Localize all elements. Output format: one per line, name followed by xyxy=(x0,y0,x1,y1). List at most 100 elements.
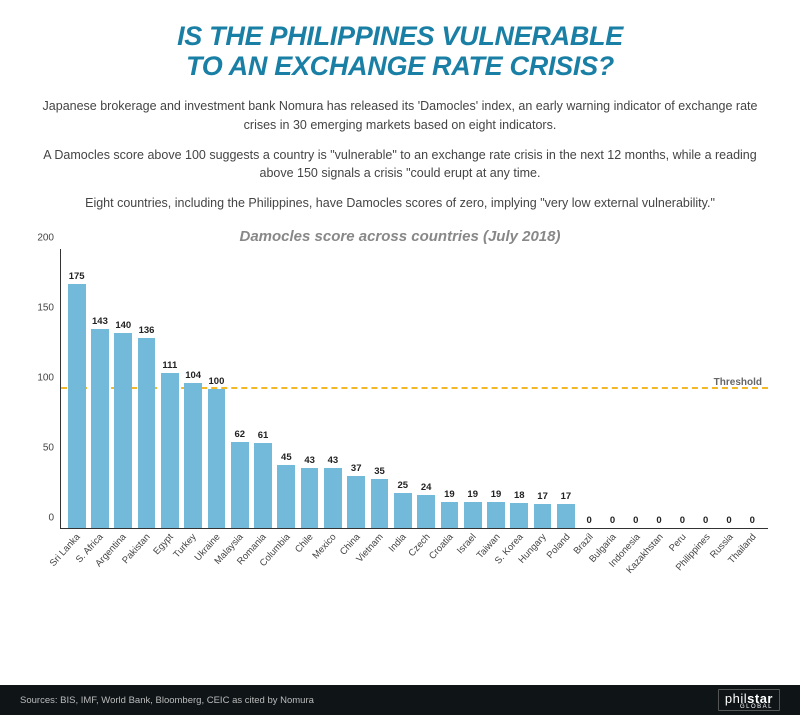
bar-value-label: 175 xyxy=(69,271,85,282)
plot-area: Threshold 175143140136111104100626145434… xyxy=(60,249,768,529)
bars-container: 175 143 140 136 111 104 100 62 61 45 43 43 37 35 25 24 1… xyxy=(61,249,768,528)
bar-slot: 17 xyxy=(531,249,554,528)
x-label-slot: Kazakhstan xyxy=(647,531,670,579)
x-label-slot: Poland xyxy=(554,531,577,579)
bar-value-label: 45 xyxy=(281,452,292,463)
bar-slot: 136 xyxy=(135,249,158,528)
bar-rect xyxy=(277,465,295,528)
bar-slot: 0 xyxy=(647,249,670,528)
bar-value-label: 143 xyxy=(92,316,108,327)
y-tick: 100 xyxy=(37,373,54,384)
bar-slot: 35 xyxy=(368,249,391,528)
bar-slot: 111 xyxy=(158,249,181,528)
bar-slot: 37 xyxy=(345,249,368,528)
bar-slot: 24 xyxy=(414,249,437,528)
bar-slot: 43 xyxy=(321,249,344,528)
bar-value-label: 19 xyxy=(467,489,478,500)
sources-text: Sources: BIS, IMF, World Bank, Bloomberg… xyxy=(20,695,314,706)
bar-slot: 18 xyxy=(508,249,531,528)
bar-value-label: 0 xyxy=(750,515,755,526)
bar-value-label: 100 xyxy=(209,376,225,387)
bar-value-label: 17 xyxy=(561,491,572,502)
y-tick: 150 xyxy=(37,303,54,314)
bar-rect xyxy=(161,373,179,528)
bar-value-label: 43 xyxy=(328,455,339,466)
bar-rect xyxy=(417,495,435,528)
bar-value-label: 18 xyxy=(514,490,525,501)
bar-rect xyxy=(371,479,389,528)
bar-slot: 0 xyxy=(694,249,717,528)
bar-value-label: 0 xyxy=(680,515,685,526)
bar-slot: 0 xyxy=(671,249,694,528)
x-label-slot: Croatia xyxy=(437,531,460,579)
y-tick: 0 xyxy=(48,513,54,524)
bar-value-label: 24 xyxy=(421,482,432,493)
bar-slot: 140 xyxy=(112,249,135,528)
bar-rect xyxy=(441,502,459,529)
publisher-logo: philstar GLOBAL xyxy=(718,689,780,712)
bar-slot: 175 xyxy=(65,249,88,528)
bar-rect xyxy=(301,468,319,528)
bar-value-label: 0 xyxy=(726,515,731,526)
bar-value-label: 104 xyxy=(185,370,201,381)
x-label-slot: Thailand xyxy=(741,531,764,579)
bar-rect xyxy=(324,468,342,528)
bar-value-label: 25 xyxy=(398,480,409,491)
title-line-1: IS THE PHILIPPINES VULNERABLE xyxy=(177,21,623,51)
y-tick: 200 xyxy=(37,233,54,244)
bar-value-label: 140 xyxy=(115,320,131,331)
bar-value-label: 43 xyxy=(304,455,315,466)
bar-slot: 19 xyxy=(438,249,461,528)
bar-slot: 0 xyxy=(624,249,647,528)
bar-value-label: 0 xyxy=(633,515,638,526)
bar-rect xyxy=(231,442,249,528)
bar-value-label: 0 xyxy=(656,515,661,526)
chart-title: Damocles score across countries (July 20… xyxy=(28,228,772,245)
intro-paragraph-2: A Damocles score above 100 suggests a co… xyxy=(28,146,772,182)
bar-slot: 104 xyxy=(181,249,204,528)
infographic-title: IS THE PHILIPPINES VULNERABLE TO AN EXCH… xyxy=(28,22,772,81)
bar-rect xyxy=(114,333,132,528)
bar-value-label: 0 xyxy=(587,515,592,526)
bar-slot: 43 xyxy=(298,249,321,528)
bar-rect xyxy=(394,493,412,528)
bar-value-label: 19 xyxy=(444,489,455,500)
bar-rect xyxy=(68,284,86,528)
bar-chart: 050100150200 Threshold 17514314013611110… xyxy=(28,249,772,579)
y-axis: 050100150200 xyxy=(28,249,58,529)
bar-slot: 45 xyxy=(275,249,298,528)
bar-rect xyxy=(487,502,505,529)
bar-slot: 0 xyxy=(717,249,740,528)
bar-slot: 19 xyxy=(484,249,507,528)
bar-slot: 17 xyxy=(554,249,577,528)
bar-value-label: 111 xyxy=(162,360,177,371)
bar-rect xyxy=(254,443,272,528)
bar-slot: 61 xyxy=(251,249,274,528)
bar-rect xyxy=(91,329,109,528)
bar-value-label: 61 xyxy=(258,430,269,441)
x-label-slot: Vietnam xyxy=(367,531,390,579)
bar-slot: 62 xyxy=(228,249,251,528)
bar-slot: 0 xyxy=(601,249,624,528)
bar-value-label: 37 xyxy=(351,463,362,474)
bar-value-label: 0 xyxy=(703,515,708,526)
bar-slot: 25 xyxy=(391,249,414,528)
bar-slot: 0 xyxy=(578,249,601,528)
bar-slot: 0 xyxy=(741,249,764,528)
bar-slot: 100 xyxy=(205,249,228,528)
footer-bar: Sources: BIS, IMF, World Bank, Bloomberg… xyxy=(0,685,800,715)
x-label-slot: Mexico xyxy=(321,531,344,579)
bar-rect xyxy=(184,383,202,528)
bar-value-label: 136 xyxy=(139,325,155,336)
bar-rect xyxy=(347,476,365,528)
x-label-slot: Pakistan xyxy=(134,531,157,579)
title-line-2: TO AN EXCHANGE RATE CRISIS? xyxy=(186,51,614,81)
intro-paragraph-3: Eight countries, including the Philippin… xyxy=(28,194,772,212)
bar-rect xyxy=(534,504,552,528)
y-tick: 50 xyxy=(43,443,54,454)
bar-rect xyxy=(208,389,226,529)
bar-value-label: 35 xyxy=(374,466,385,477)
x-axis-label: Sri Lanka xyxy=(47,532,82,569)
bar-value-label: 62 xyxy=(234,429,245,440)
intro-paragraph-1: Japanese brokerage and investment bank N… xyxy=(28,97,772,133)
